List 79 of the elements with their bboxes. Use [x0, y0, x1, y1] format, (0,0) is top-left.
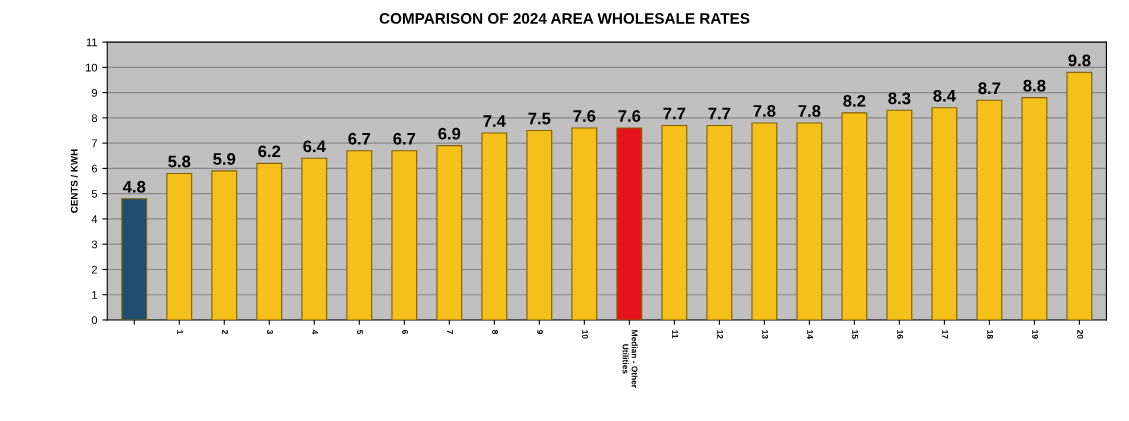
data-label: 6.7	[348, 132, 371, 145]
bar	[661, 124, 688, 320]
x-tick-label: 3	[267, 329, 273, 335]
data-label: 7.5	[528, 112, 551, 125]
x-tick-label: 14	[807, 330, 813, 339]
data-label: 7.4	[483, 115, 506, 127]
data-label: 6.4	[303, 140, 326, 153]
x-tick-label: 9	[537, 329, 543, 335]
y-tick-label: 3	[91, 240, 98, 249]
bar	[571, 127, 598, 320]
x-tick-label: 19	[1032, 330, 1039, 339]
y-tick-label: 9	[91, 88, 98, 97]
bar	[796, 122, 823, 320]
bar	[751, 122, 778, 320]
data-label: 8.4	[933, 89, 956, 102]
x-tick-label: 16	[897, 330, 904, 339]
data-label: 7.7	[708, 107, 731, 120]
x-tick-label: 4	[312, 329, 318, 335]
y-tick-label: 8	[91, 114, 98, 123]
x-tick-label: 6	[402, 329, 408, 335]
data-label: 6.7	[393, 132, 416, 145]
bar	[211, 170, 238, 320]
x-tick-label: 12	[717, 330, 724, 339]
bar	[616, 127, 643, 320]
data-label: 4.8	[122, 180, 146, 193]
y-tick-label: 0	[91, 316, 98, 325]
x-tick-label: 11	[672, 330, 678, 339]
data-label: 8.8	[1023, 79, 1046, 92]
y-tick-label: 5	[91, 190, 98, 198]
bar	[346, 150, 373, 320]
data-label: 6.2	[258, 145, 281, 158]
y-tick-label: 11	[86, 38, 97, 47]
bar	[886, 109, 913, 320]
data-label: 7.8	[753, 105, 776, 117]
y-tick-label: 10	[86, 63, 98, 72]
bar	[1066, 71, 1093, 320]
data-label: 8.3	[888, 92, 911, 105]
data-label: 7.6	[618, 110, 641, 122]
bar	[1021, 97, 1048, 320]
x-tick-label: 13	[762, 330, 769, 339]
x-tick-label: 7	[447, 330, 453, 334]
bar	[436, 145, 463, 320]
bar	[841, 112, 868, 320]
y-tick-label: 7	[91, 139, 97, 148]
x-tick-label: 5	[357, 329, 363, 335]
data-label: 7.7	[663, 107, 686, 120]
bar	[391, 150, 418, 320]
y-tick-label: 4	[91, 215, 98, 223]
data-label: 6.9	[438, 127, 461, 140]
data-label: 8.7	[978, 82, 1001, 95]
bar	[256, 162, 283, 320]
bar	[526, 129, 553, 320]
bar	[931, 107, 958, 320]
x-tick-label: 17	[942, 330, 948, 339]
bar	[166, 172, 193, 320]
data-label: 5.9	[213, 153, 236, 165]
chart-title: COMPARISON OF 2024 AREA WHOLESALE RATES	[379, 13, 750, 24]
data-label: 8.2	[843, 94, 866, 107]
x-tick-label: 15	[852, 330, 858, 339]
bar	[706, 124, 733, 320]
data-label: 7.6	[573, 110, 596, 122]
data-label: 9.8	[1068, 54, 1091, 67]
x-tick-label: 10	[582, 330, 588, 339]
bar	[481, 132, 508, 320]
x-tick-label: Median - Other Utilities	[622, 330, 638, 388]
x-tick-label: 18	[987, 330, 994, 339]
y-tick-label: 6	[91, 164, 98, 173]
bar	[121, 198, 148, 320]
data-label: 5.8	[168, 155, 191, 168]
data-label: 7.8	[798, 105, 821, 117]
bar	[976, 99, 1003, 320]
x-tick-label: 8	[492, 329, 498, 335]
y-tick-label: 2	[91, 265, 97, 274]
x-tick-label: 1	[177, 330, 183, 335]
y-axis-title: CENTS / KWH	[70, 149, 78, 213]
x-tick-label: 2	[222, 329, 228, 334]
y-tick-label: 1	[92, 291, 97, 299]
x-tick-label: 20	[1077, 329, 1084, 339]
bar	[301, 157, 328, 320]
